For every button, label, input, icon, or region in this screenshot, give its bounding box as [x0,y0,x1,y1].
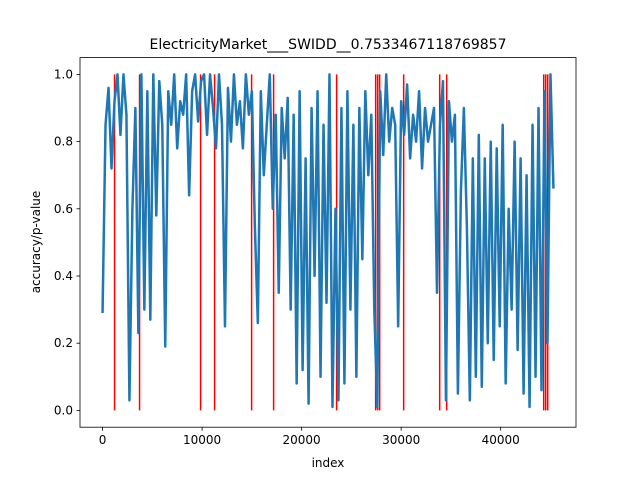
x-axis-label: index [312,456,345,470]
y-axis-label: accuracy/p-value [29,191,43,294]
x-tick-label: 10000 [183,433,221,447]
x-tick-label: 20000 [283,433,321,447]
y-tick-label: 0.4 [54,269,73,283]
axes-frame [79,57,577,428]
x-tick-label: 0 [99,433,107,447]
x-tick-label: 30000 [382,433,420,447]
y-tick-label: 0.2 [54,336,73,350]
chart-title: ElectricityMarket___SWIDD__0.75334671187… [150,37,507,53]
series-line [101,73,555,409]
y-tick-label: 0.8 [54,135,73,149]
y-tick-label: 0.6 [54,202,73,216]
y-tick-label: 0.0 [54,403,73,417]
y-tick-label: 1.0 [54,67,73,81]
x-tick-label: 40000 [482,433,520,447]
